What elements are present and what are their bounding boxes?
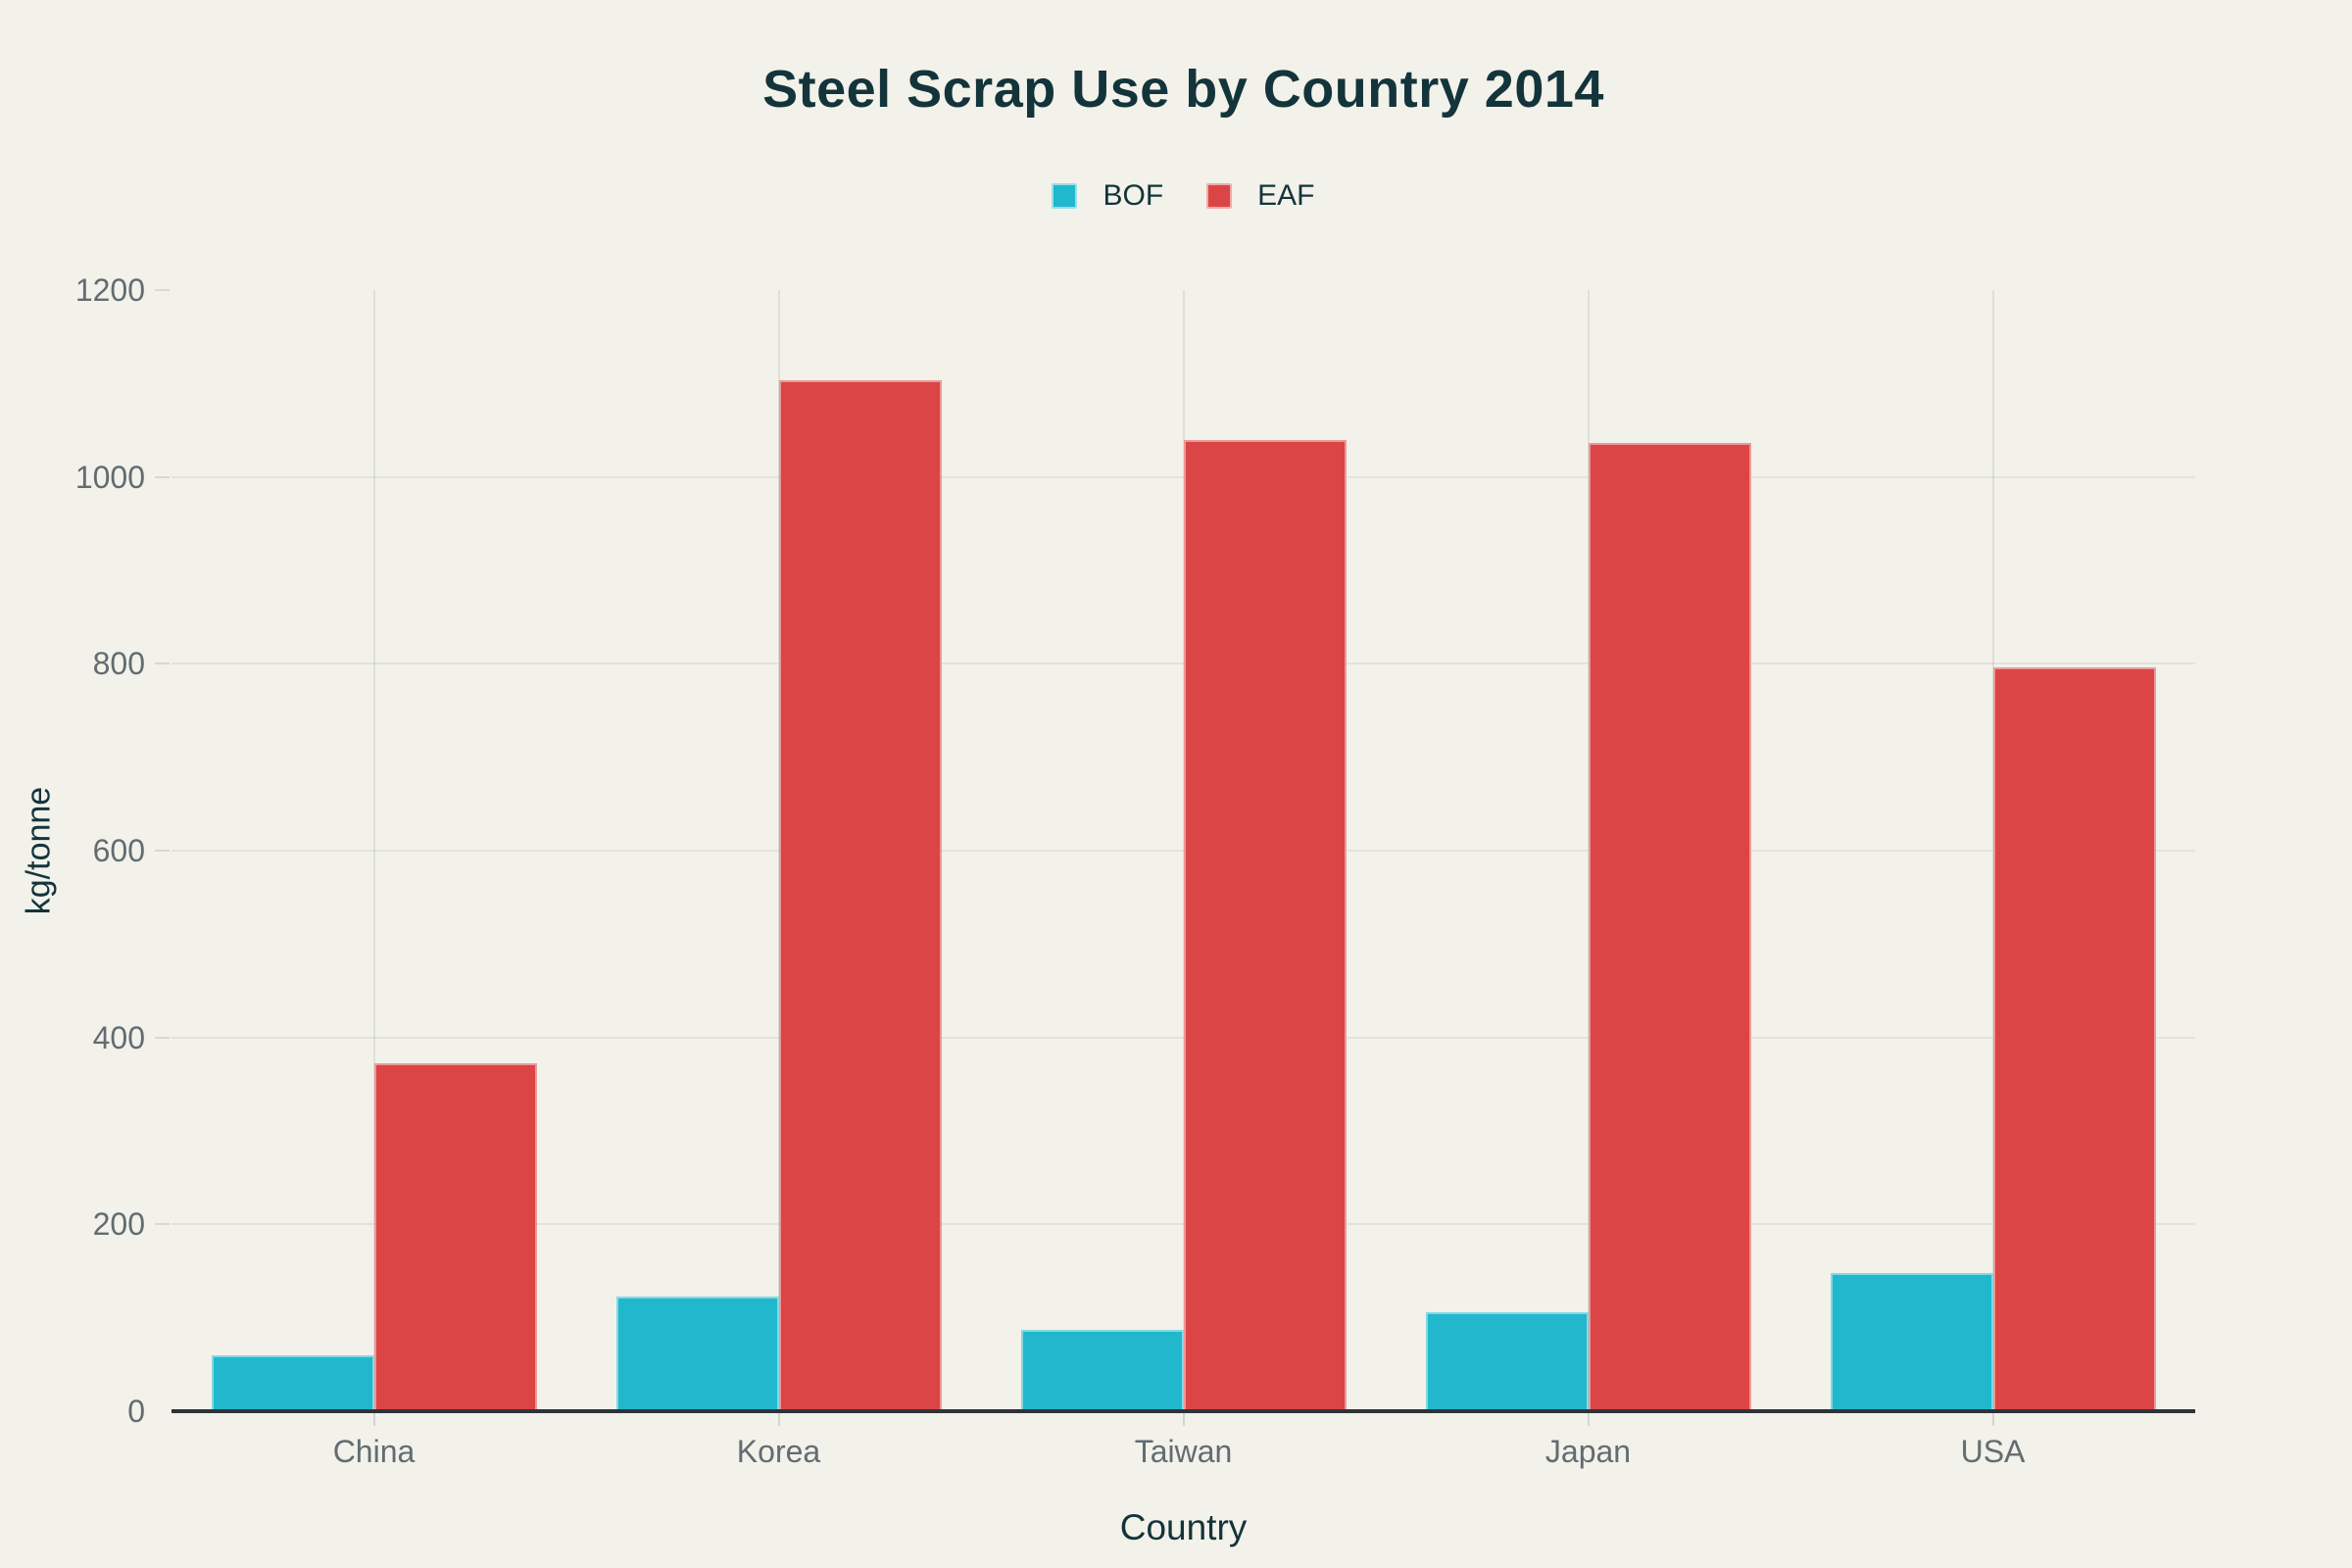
x-tick-korea: [777, 1413, 780, 1426]
bar-eaf-usa: [1992, 667, 2156, 1411]
y-tick-label-400: 400: [92, 1019, 145, 1055]
y-tick-1000: [155, 475, 170, 478]
legend-item-eaf: EAF: [1206, 179, 1315, 213]
x-tick-label-japan: Japan: [1544, 1434, 1632, 1469]
x-tick-label-korea: Korea: [736, 1434, 821, 1469]
legend-swatch-bof: [1052, 183, 1078, 209]
y-tick-label-0: 0: [127, 1394, 145, 1429]
legend-item-bof: BOF: [1052, 179, 1163, 213]
bar-eaf-japan: [1588, 443, 1751, 1411]
y-tick-200: [155, 1223, 170, 1226]
y-tick-label-600: 600: [92, 833, 145, 868]
y-tick-label-1200: 1200: [74, 272, 145, 308]
x-tick-label-china: China: [332, 1434, 416, 1469]
bar-eaf-taiwan: [1183, 439, 1347, 1411]
x-tick-japan: [1587, 1413, 1590, 1426]
bar-bof-taiwan: [1020, 1330, 1184, 1411]
x-tick-usa: [1991, 1413, 1994, 1426]
legend-swatch-eaf: [1206, 183, 1233, 209]
x-gridline-china: [372, 290, 375, 1411]
legend-label-eaf: EAF: [1257, 179, 1315, 212]
y-axis-title: kg/tonne: [20, 786, 58, 915]
x-tick-china: [372, 1413, 375, 1426]
bar-eaf-korea: [778, 379, 942, 1411]
y-tick-600: [155, 850, 170, 852]
legend-label-bof: BOF: [1102, 179, 1164, 212]
y-tick-800: [155, 662, 170, 665]
x-tick-taiwan: [1182, 1413, 1185, 1426]
bar-eaf-china: [373, 1063, 537, 1411]
bar-bof-china: [211, 1354, 374, 1411]
bar-bof-korea: [615, 1296, 779, 1411]
y-tick-label-800: 800: [92, 646, 145, 682]
x-axis-title: Country: [1119, 1507, 1248, 1547]
legend: BOF EAF: [172, 179, 2195, 213]
y-tick-400: [155, 1036, 170, 1039]
y-tick-label-1000: 1000: [74, 459, 145, 495]
y-tick-1200: [155, 289, 170, 291]
bar-bof-japan: [1425, 1311, 1589, 1411]
chart-title: Steel Scrap Use by Country 2014: [762, 60, 1604, 119]
x-axis-line: [172, 1409, 2195, 1413]
x-tick-label-usa: USA: [1960, 1434, 2026, 1469]
x-tick-label-taiwan: Taiwan: [1134, 1434, 1233, 1469]
y-tick-label-200: 200: [92, 1206, 145, 1243]
bar-bof-usa: [1830, 1272, 1993, 1411]
